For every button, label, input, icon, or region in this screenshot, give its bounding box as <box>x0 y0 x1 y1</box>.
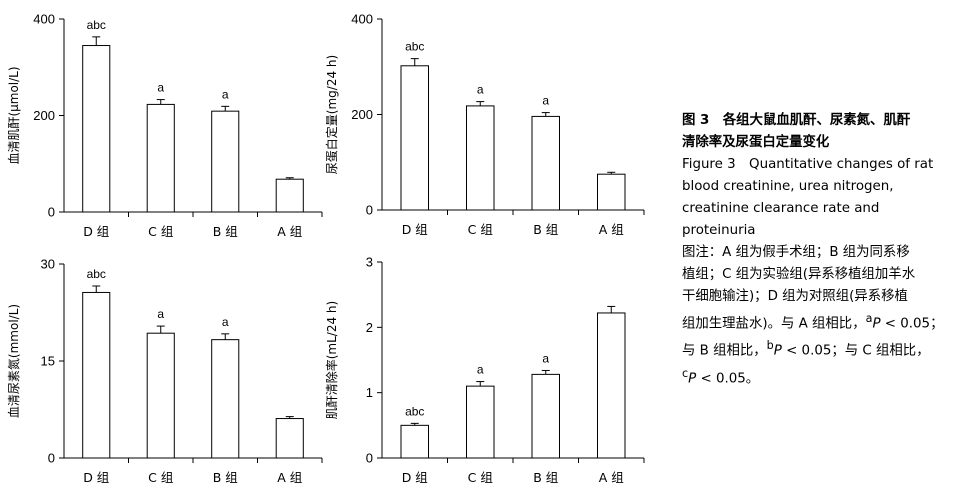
chart-4-y-axis-label: 肌酐清除率(mL/24 h) <box>324 301 339 419</box>
caption-note-line-1: 图注：A 组为假手术组；B 组为同系移 <box>682 245 910 260</box>
chart-2-y-axis-label: 尿蛋白定量(mg/24 h) <box>324 55 339 174</box>
chart-1-y-tick-label-1: 200 <box>33 108 55 123</box>
chart-4-y-tick-label-2: 2 <box>366 320 373 335</box>
chart-4-y-tick-label-0: 0 <box>366 451 373 466</box>
chart-4-y-tick-label-1: 1 <box>366 385 373 400</box>
caption-note-5-p: P <box>773 343 782 359</box>
chart-3-category-label-2: B 组 <box>213 470 238 485</box>
chart-3-y-tick-label-0: 0 <box>48 451 55 466</box>
chart-1-category-label-2: B 组 <box>213 224 238 239</box>
caption-title-en-line-1: Figure 3 Quantitative changes of rat <box>682 157 934 172</box>
caption-note-4-end: < 0.05； <box>880 316 944 332</box>
chart-3-bar-1 <box>146 332 175 459</box>
caption-note-5-end: < 0.05；与 C 组相比， <box>781 343 930 359</box>
chart-3-sig-label-2: a <box>222 315 229 329</box>
caption-note-5-text: 与 B 组相比， <box>682 343 767 359</box>
caption-note-4-sup: a <box>865 312 873 325</box>
chart-3-sig-label-0: abc <box>87 267 106 281</box>
chart-2-category-label-0: D 组 <box>402 222 428 237</box>
chart-4-bar-2 <box>531 373 561 459</box>
chart-2-sig-label-1: a <box>477 83 484 97</box>
chart-1-bar-0 <box>82 45 111 213</box>
chart-2-sig-label-0: abc <box>405 40 424 54</box>
chart-4-bar-1 <box>465 385 495 459</box>
chart-1-category-label-1: C 组 <box>148 224 173 239</box>
chart-3-bar-3 <box>275 418 304 459</box>
chart-2-category-label-1: C 组 <box>468 222 493 237</box>
chart-3-category-label-3: A 组 <box>277 470 302 485</box>
chart-4-sig-label-0: abc <box>405 404 424 418</box>
chart-2-category-label-3: A 组 <box>599 222 624 237</box>
chart-1-sig-label-1: a <box>157 81 164 95</box>
chart-2-y-tick-label-0: 0 <box>366 203 373 218</box>
chart-3-category-label-0: D 组 <box>83 470 109 485</box>
chart-1-category-label-0: D 组 <box>83 224 109 239</box>
chart-2-sig-label-2: a <box>542 94 549 108</box>
chart-4-bar-0 <box>400 424 430 459</box>
chart-2-y-tick-label-2: 400 <box>351 12 373 27</box>
caption-note-line-6: cP < 0.05。 <box>682 363 950 390</box>
chart-2-bar-3 <box>596 173 626 211</box>
caption-note-6-sup: c <box>682 366 689 380</box>
chart-4-category-label-2: B 组 <box>533 470 558 485</box>
chart-3-sig-label-1: a <box>157 307 164 321</box>
chart-2-category-label-2: B 组 <box>533 222 558 237</box>
chart-3-y-axis-label: 血清尿素氮(mmol/L) <box>6 304 21 418</box>
caption-note-line-2: 植组；C 组为实验组(异系移植组加羊水 <box>682 267 916 282</box>
caption-note-6-p: P <box>688 371 697 387</box>
chart-4-category-label-1: C 组 <box>468 470 493 485</box>
caption-note-line-3: 干细胞输注)；D 组为对照组(异系移植 <box>682 289 908 304</box>
figure-caption: 图 3 各组大鼠血肌酐、尿素氮、肌酐 清除率及尿蛋白定量变化 Figure 3 … <box>682 110 950 390</box>
caption-title-en-line-4: proteinuria <box>682 223 756 238</box>
chart-4-sig-label-2: a <box>542 351 549 365</box>
chart-3-bar-2 <box>211 339 240 459</box>
chart-4-sig-label-1: a <box>477 363 484 377</box>
chart-1-bar-3 <box>275 178 304 213</box>
caption-note-line-4: 组加生理盐水)。与 A 组相比，aP < 0.05； <box>682 308 950 335</box>
caption-title-zh-line-1: 图 3 各组大鼠血肌酐、尿素氮、肌酐 <box>682 113 911 128</box>
chart-1-sig-label-2: a <box>222 87 229 101</box>
caption-title-en-line-2: blood creatinine, urea nitrogen, <box>682 179 894 194</box>
chart-4-y-tick-label-3: 3 <box>366 255 373 270</box>
chart-1-y-tick-label-2: 400 <box>33 12 55 27</box>
caption-note-4-p: P <box>872 316 881 332</box>
chart-1-y-tick-label-0: 0 <box>48 205 55 220</box>
caption-note-4-text: 组加生理盐水)。与 A 组相比， <box>682 316 866 332</box>
caption-title-en-line-3: creatinine clearance rate and <box>682 201 880 216</box>
chart-3-y-tick-label-2: 30 <box>41 257 55 272</box>
chart-1-bar-1 <box>146 103 175 213</box>
caption-note-line-5: 与 B 组相比，bP < 0.05；与 C 组相比， <box>682 335 950 362</box>
chart-2-bar-1 <box>465 105 495 211</box>
caption-note-6-end: < 0.05。 <box>696 371 760 387</box>
chart-3-bar-0 <box>82 291 111 459</box>
chart-2-bar-0 <box>400 65 430 211</box>
chart-2-y-tick-label-1: 200 <box>351 107 373 122</box>
chart-4-category-label-3: A 组 <box>599 470 624 485</box>
chart-4-bar-3 <box>596 312 626 459</box>
chart-2-bar-2 <box>531 115 561 211</box>
chart-3-category-label-1: C 组 <box>148 470 173 485</box>
chart-1-bar-2 <box>211 110 240 213</box>
chart-3-y-tick-label-1: 15 <box>41 354 55 369</box>
chart-4-category-label-0: D 组 <box>402 470 428 485</box>
chart-1-y-axis-label: 血清肌酐(μmol/L) <box>7 66 21 164</box>
chart-1-category-label-3: A 组 <box>277 224 302 239</box>
chart-1-sig-label-0: abc <box>87 18 106 32</box>
caption-note-5-sup: b <box>766 339 774 353</box>
caption-title-zh-line-2: 清除率及尿蛋白定量变化 <box>682 135 830 150</box>
